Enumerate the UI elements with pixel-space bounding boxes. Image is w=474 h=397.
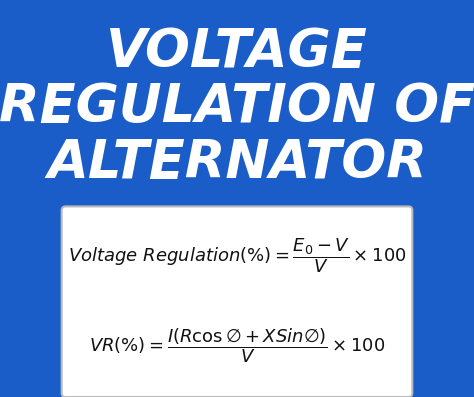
- Text: $\mathit{Voltage\ Regulation(\%)} = \dfrac{E_0 - V}{V} \times 100$: $\mathit{Voltage\ Regulation(\%)} = \dfr…: [68, 237, 406, 276]
- Text: REGULATION OF: REGULATION OF: [0, 81, 474, 133]
- FancyBboxPatch shape: [62, 206, 412, 397]
- Text: $\mathit{VR(\%)} = \dfrac{I(R\cos\varnothing + XSin\varnothing)}{V} \times 100$: $\mathit{VR(\%)} = \dfrac{I(R\cos\varnot…: [89, 326, 385, 365]
- Text: VOLTAGE: VOLTAGE: [106, 26, 368, 77]
- Text: ALTERNATOR: ALTERNATOR: [47, 137, 427, 189]
